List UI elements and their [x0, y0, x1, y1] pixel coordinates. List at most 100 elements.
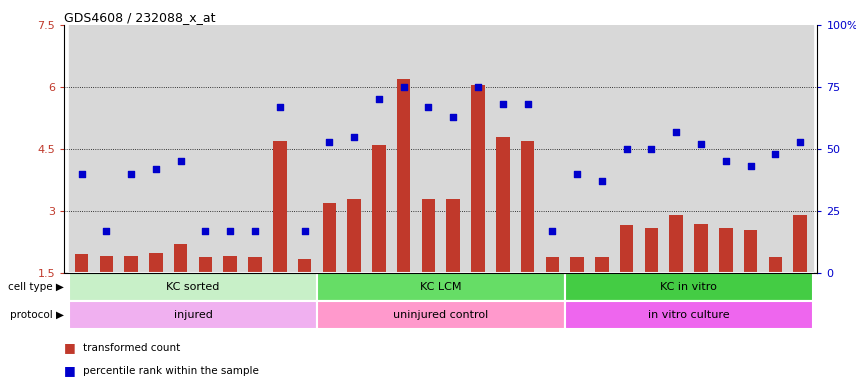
Bar — [515, 25, 540, 273]
Bar — [590, 25, 615, 273]
Bar — [169, 25, 193, 273]
Bar — [317, 273, 565, 301]
Point — [149, 166, 163, 172]
Bar — [94, 25, 119, 273]
Text: uninjured control: uninjured control — [393, 310, 489, 320]
Bar — [149, 253, 163, 273]
Bar — [520, 141, 534, 273]
Bar — [763, 25, 788, 273]
Bar — [471, 85, 484, 273]
Bar — [69, 273, 317, 301]
Bar — [391, 25, 416, 273]
Bar — [69, 301, 317, 329]
Point — [273, 104, 287, 110]
Point — [471, 84, 484, 90]
Point — [372, 96, 386, 103]
Point — [645, 146, 658, 152]
Bar — [348, 199, 361, 273]
Point — [174, 158, 187, 164]
Bar — [490, 25, 515, 273]
Bar — [738, 25, 763, 273]
Bar — [416, 25, 441, 273]
Point — [595, 178, 609, 184]
Bar — [69, 25, 94, 273]
Point — [744, 163, 758, 169]
Bar — [366, 25, 391, 273]
Bar — [217, 25, 242, 273]
Bar — [323, 203, 336, 273]
Point — [99, 228, 113, 234]
Bar — [317, 301, 565, 329]
Point — [719, 158, 733, 164]
Bar — [397, 79, 411, 273]
Bar — [267, 25, 292, 273]
Bar — [273, 141, 287, 273]
Bar — [199, 257, 212, 273]
Bar — [242, 25, 267, 273]
Bar — [99, 257, 113, 273]
Point — [74, 171, 88, 177]
Bar — [292, 25, 317, 273]
Point — [794, 139, 807, 145]
Bar — [422, 199, 435, 273]
Point — [669, 129, 683, 135]
Bar — [595, 257, 609, 273]
Text: KC in vitro: KC in vitro — [660, 282, 717, 292]
Bar — [565, 273, 812, 301]
Text: KC sorted: KC sorted — [166, 282, 220, 292]
Text: in vitro culture: in vitro culture — [648, 310, 729, 320]
Text: percentile rank within the sample: percentile rank within the sample — [83, 366, 259, 376]
Text: protocol ▶: protocol ▶ — [9, 310, 63, 320]
Bar — [466, 25, 490, 273]
Bar — [174, 244, 187, 273]
Text: GDS4608 / 232088_x_at: GDS4608 / 232088_x_at — [64, 11, 216, 24]
Bar — [372, 145, 386, 273]
Bar — [447, 199, 460, 273]
Bar — [144, 25, 169, 273]
Bar — [545, 257, 559, 273]
Point — [769, 151, 782, 157]
Point — [397, 84, 411, 90]
Point — [348, 134, 361, 140]
Text: KC LCM: KC LCM — [420, 282, 461, 292]
Bar — [441, 25, 466, 273]
Bar — [496, 137, 509, 273]
Bar — [565, 301, 812, 329]
Bar — [639, 25, 664, 273]
Point — [694, 141, 708, 147]
Bar — [193, 25, 217, 273]
Text: ■: ■ — [64, 341, 80, 354]
Bar — [119, 25, 144, 273]
Point — [545, 228, 559, 234]
Bar — [540, 25, 565, 273]
Bar — [317, 25, 342, 273]
Bar — [615, 25, 639, 273]
Text: cell type ▶: cell type ▶ — [8, 282, 63, 292]
Point — [520, 101, 534, 108]
Bar — [669, 215, 683, 273]
Text: injured: injured — [174, 310, 212, 320]
Point — [199, 228, 212, 234]
Bar — [248, 257, 262, 273]
Text: ■: ■ — [64, 364, 80, 377]
Bar — [744, 230, 758, 273]
Bar — [713, 25, 738, 273]
Bar — [664, 25, 688, 273]
Point — [323, 139, 336, 145]
Point — [496, 101, 509, 108]
Point — [422, 104, 436, 110]
Bar — [620, 225, 633, 273]
Bar — [688, 25, 713, 273]
Bar — [223, 257, 237, 273]
Point — [620, 146, 633, 152]
Point — [570, 171, 584, 177]
Point — [124, 171, 138, 177]
Bar — [298, 258, 312, 273]
Text: transformed count: transformed count — [83, 343, 181, 353]
Bar — [565, 25, 590, 273]
Bar — [769, 257, 782, 273]
Point — [298, 228, 312, 234]
Bar — [645, 228, 658, 273]
Point — [248, 228, 262, 234]
Bar — [570, 257, 584, 273]
